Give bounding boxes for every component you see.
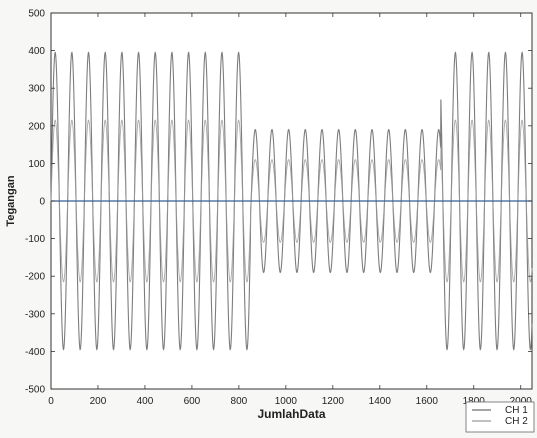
y-tick-label: 100 (28, 159, 45, 170)
y-tick-label: 0 (39, 197, 45, 208)
x-tick-label: 1800 (463, 396, 486, 407)
x-tick-label: 200 (90, 396, 107, 407)
legend-ch1-label: CH 1 (505, 405, 528, 416)
y-tick-label: 200 (28, 121, 45, 132)
y-axis-label: Tegangan (5, 175, 17, 226)
legend: CH 1CH 2 (465, 401, 535, 433)
y-tick-label: -300 (25, 309, 45, 320)
x-tick-label: 400 (137, 396, 154, 407)
x-tick-label: 1200 (322, 396, 345, 407)
y-tick-label: -200 (25, 272, 45, 283)
x-tick-label: 1400 (369, 396, 392, 407)
x-tick-label: 1000 (275, 396, 298, 407)
legend-ch2-label: CH 2 (505, 416, 528, 427)
y-tick-label: -100 (25, 234, 45, 245)
x-tick-label: 600 (184, 396, 201, 407)
y-tick-label: 300 (28, 84, 45, 95)
x-tick-label: 2000 (510, 396, 533, 407)
legend-box (465, 401, 535, 433)
y-tick-label: -400 (25, 347, 45, 358)
x-tick-label: 800 (231, 396, 248, 407)
y-tick-label: 500 (28, 9, 45, 20)
y-tick-label: 400 (28, 46, 45, 57)
x-axis-label: JumlahData (257, 407, 325, 421)
series-ch2-line (50, 119, 533, 283)
x-tick-label: 0 (48, 396, 54, 407)
y-tick-label: -500 (25, 385, 45, 396)
series-ch1-line (50, 51, 533, 351)
x-tick-label: 1600 (416, 396, 439, 407)
